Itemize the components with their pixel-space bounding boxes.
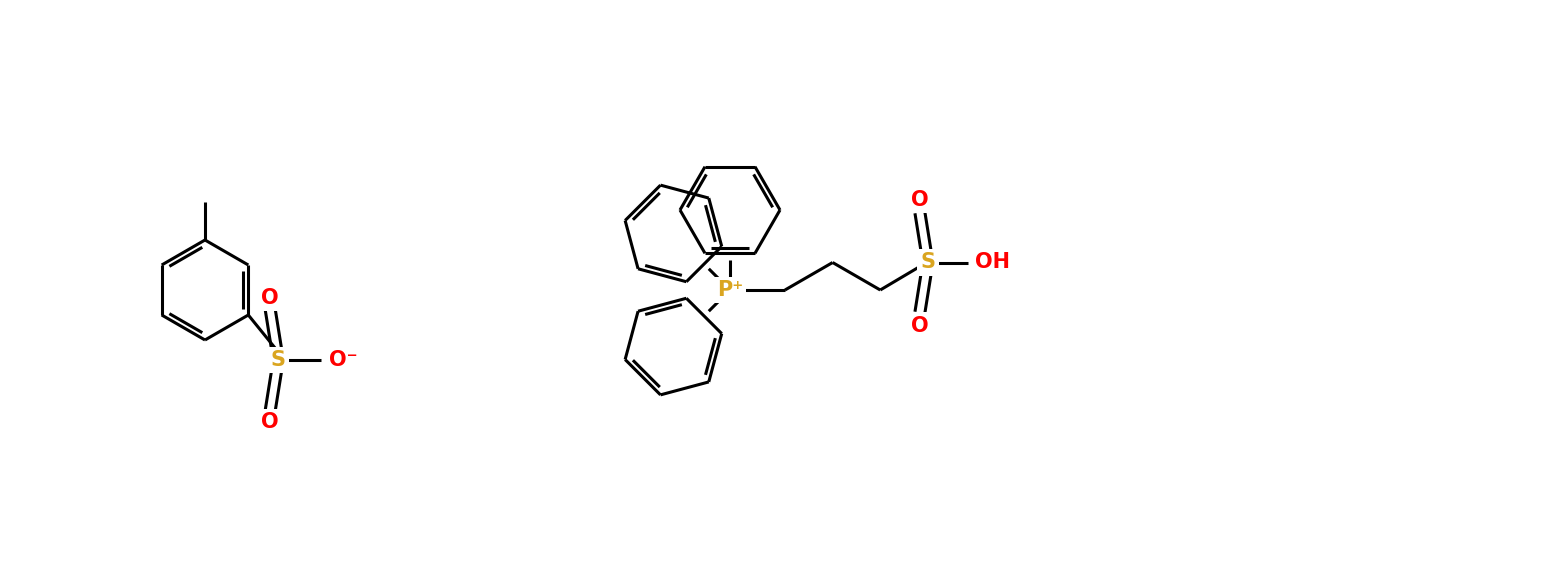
Text: O: O [262, 288, 279, 308]
Text: OH: OH [975, 252, 1011, 273]
Text: O: O [911, 316, 929, 335]
Text: P⁺: P⁺ [717, 280, 743, 300]
Text: S: S [271, 350, 285, 370]
Text: O⁻: O⁻ [328, 350, 358, 370]
Text: O: O [911, 190, 929, 209]
Text: O: O [262, 412, 279, 432]
Text: S: S [920, 252, 935, 273]
